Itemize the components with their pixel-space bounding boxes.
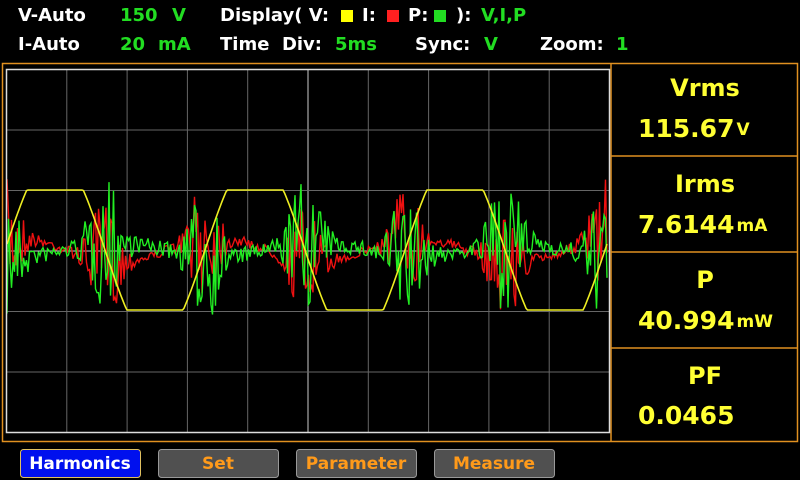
button[interactable]: Harmonics	[20, 449, 141, 478]
i-range-value: 20	[120, 34, 145, 55]
measurement-name: Vrms	[670, 74, 740, 102]
measurement-reading: 40.994 mW	[638, 306, 773, 335]
display-p-label: P:	[408, 5, 428, 26]
button[interactable]: Parameter	[296, 449, 417, 478]
button[interactable]: Set	[158, 449, 279, 478]
measurement-reading: 7.6144 mA	[638, 210, 768, 239]
i-range-unit: mA	[158, 34, 191, 55]
display-value: V,I,P	[481, 5, 526, 26]
time-div-label: Time Div:	[220, 34, 322, 55]
display-label: Display( V:	[220, 5, 329, 26]
p-color-swatch	[434, 10, 446, 22]
measurement-name: PF	[688, 362, 722, 390]
button-label[interactable]: Measure	[453, 454, 535, 474]
measurement-reading: 115.67 V	[638, 114, 750, 143]
button-bg[interactable]	[20, 449, 141, 478]
measurement-unit: V	[736, 120, 750, 140]
button-bg[interactable]	[158, 449, 279, 478]
measurement-value: 0.0465	[638, 401, 734, 430]
v-range-unit: V	[172, 5, 186, 26]
display-i-label: I:	[362, 5, 376, 26]
measurement-value: 7.6144	[638, 210, 734, 239]
sync-value: V	[484, 34, 498, 55]
button-bg[interactable]	[434, 449, 555, 478]
measurement-name: Irms	[675, 170, 735, 198]
sync-label: Sync:	[415, 34, 470, 55]
zoom-label: Zoom:	[540, 34, 604, 55]
time-div-value: 5ms	[335, 34, 377, 55]
measurement-value: 115.67	[638, 114, 734, 143]
measurement-unit: mA	[736, 216, 768, 236]
scope-frame	[1, 62, 799, 443]
v-color-swatch	[341, 10, 353, 22]
button-label[interactable]: Parameter	[306, 454, 407, 474]
button-label[interactable]: Set	[202, 454, 234, 474]
v-range-label: V-Auto	[18, 5, 86, 26]
button[interactable]: Measure	[434, 449, 555, 478]
button-label[interactable]: Harmonics	[29, 454, 131, 474]
button-bg[interactable]	[296, 449, 417, 478]
i-range-label: I-Auto	[18, 34, 80, 55]
display-close: ):	[456, 5, 471, 26]
voltage-trace	[6, 189, 608, 311]
measurement-name: P	[696, 266, 714, 294]
measurement-unit: mW	[736, 312, 773, 332]
i-color-swatch	[387, 10, 399, 22]
plot-border	[5, 68, 611, 434]
zoom-value: 1	[616, 34, 629, 55]
measurement-value: 40.994	[638, 306, 734, 335]
waveforms	[6, 179, 608, 315]
v-range-value: 150	[120, 5, 158, 26]
